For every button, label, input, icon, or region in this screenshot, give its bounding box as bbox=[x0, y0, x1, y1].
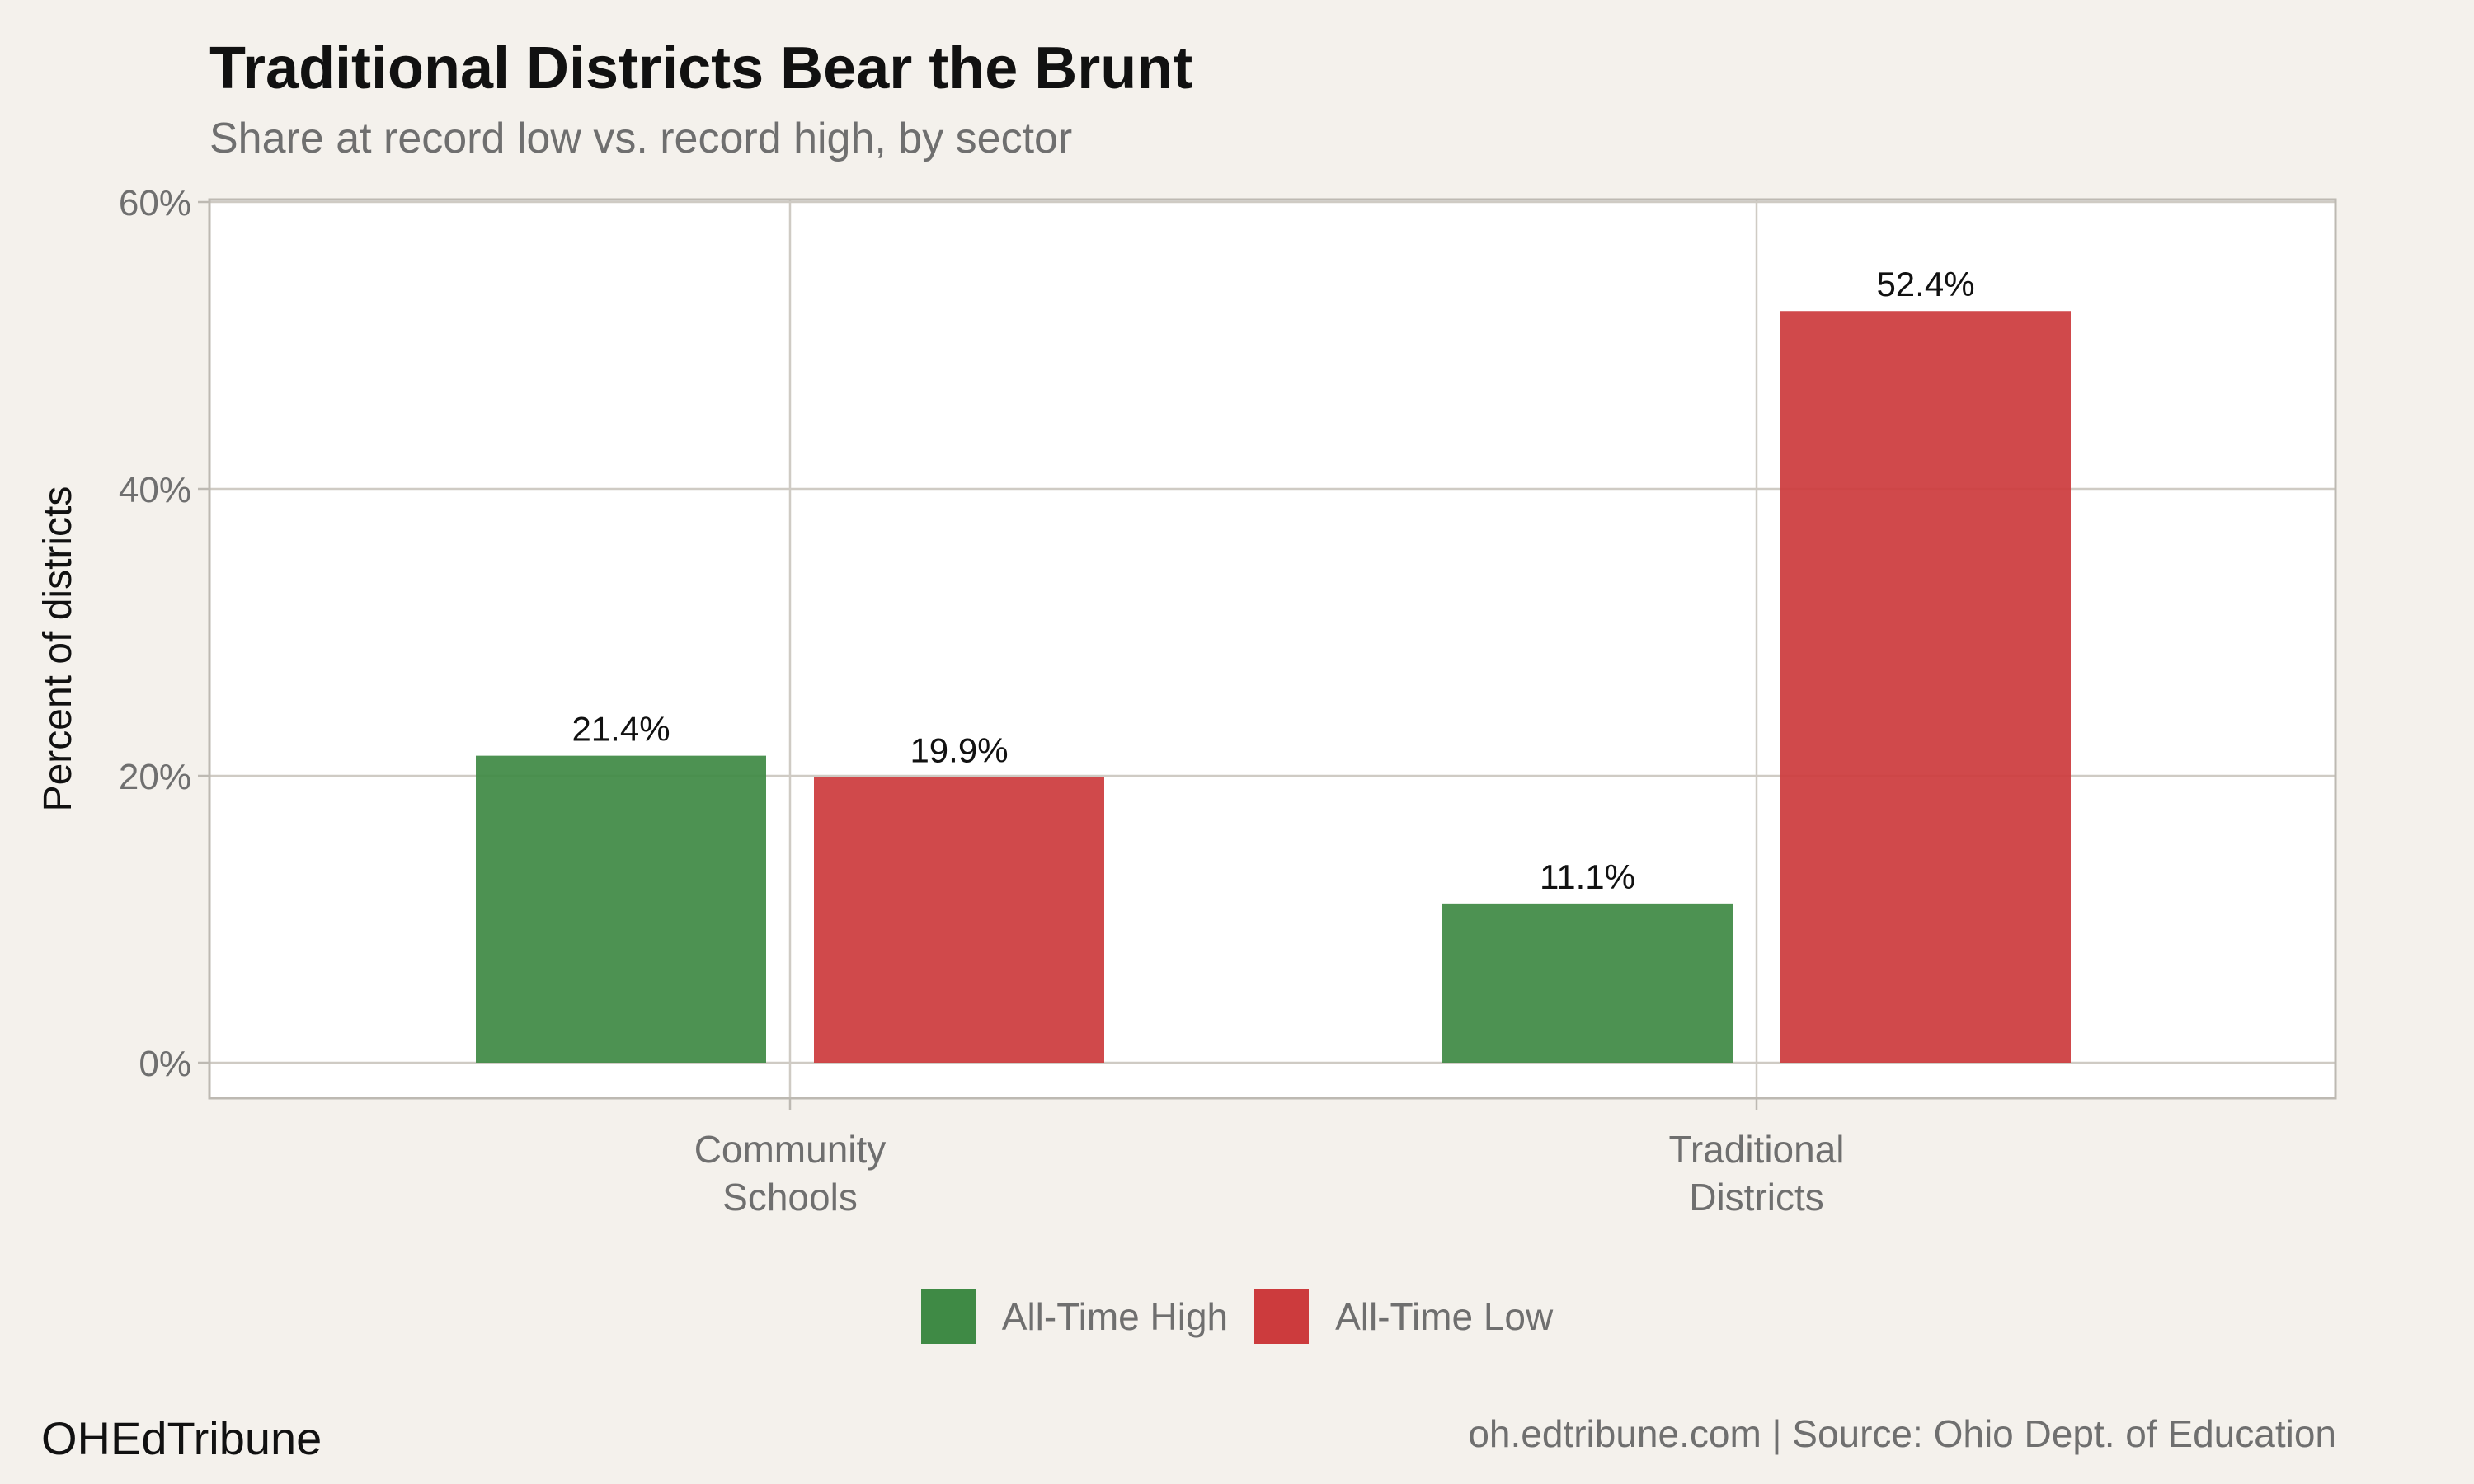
legend-label-all-time-low: All-Time Low bbox=[1335, 1295, 1554, 1338]
footer-source: oh.edtribune.com | Source: Ohio Dept. of… bbox=[1468, 1412, 2336, 1455]
bar-all-time-low bbox=[1780, 311, 2071, 1063]
bar-all-time-low bbox=[814, 777, 1104, 1063]
plot-border bbox=[208, 198, 2337, 1100]
y-tick-label: 40% bbox=[119, 470, 191, 510]
x-tick-label: Districts bbox=[1689, 1176, 1824, 1219]
chart-title: Traditional Districts Bear the Brunt bbox=[209, 35, 1193, 101]
bar-all-time-high bbox=[1442, 903, 1733, 1063]
footer-brand: OHEdTribune bbox=[41, 1412, 322, 1464]
data-label: 52.4% bbox=[1876, 265, 1974, 303]
data-label: 21.4% bbox=[571, 710, 670, 749]
legend-item-all-time-high: All-Time High bbox=[920, 1289, 1229, 1344]
legend-item-all-time-low: All-Time Low bbox=[1254, 1289, 1553, 1344]
legend-swatch-all-time-high bbox=[920, 1289, 976, 1344]
y-tick-label: 20% bbox=[119, 757, 191, 797]
x-tick-label: Community bbox=[694, 1128, 887, 1171]
data-label: 11.1% bbox=[1540, 857, 1635, 896]
x-tick-label: Traditional bbox=[1668, 1128, 1844, 1171]
y-axis-label: Percent of districts bbox=[36, 486, 80, 812]
chart-subtitle: Share at record low vs. record high, by … bbox=[209, 115, 1073, 162]
bar-all-time-high bbox=[476, 755, 766, 1063]
y-tick-label: 60% bbox=[119, 183, 191, 223]
chart-legend: All-Time High All-Time Low bbox=[0, 1289, 2474, 1344]
data-label: 19.9% bbox=[910, 731, 1008, 770]
legend-label-all-time-high: All-Time High bbox=[1001, 1295, 1229, 1338]
x-tick-label: Schools bbox=[722, 1176, 858, 1219]
y-tick-label: 0% bbox=[139, 1044, 191, 1084]
legend-swatch-all-time-low bbox=[1254, 1289, 1310, 1344]
